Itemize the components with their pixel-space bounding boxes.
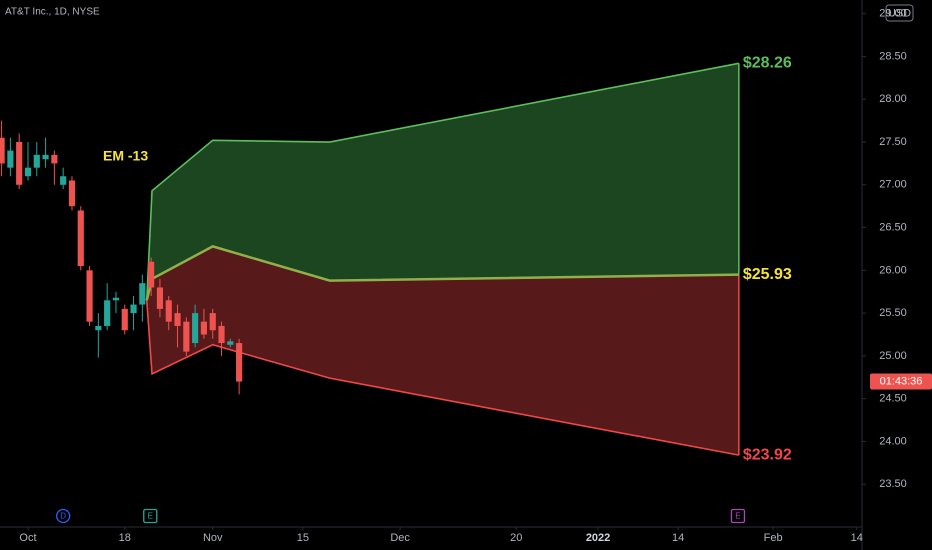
candle-body	[209, 313, 216, 331]
y-tick-label: 29.00	[879, 8, 907, 20]
x-tick-label: 14	[672, 532, 684, 544]
y-tick-label: 25.50	[879, 307, 907, 319]
candle-body	[183, 321, 190, 352]
x-tick-label: 20	[510, 532, 522, 544]
candle-body	[130, 304, 137, 314]
candle-body	[104, 300, 111, 326]
candle-body	[165, 300, 172, 322]
y-tick-label: 27.00	[879, 179, 907, 191]
price-tag-label: 01:43:36	[880, 375, 923, 387]
candle-body	[218, 325, 225, 344]
y-tick-label: 28.00	[879, 93, 907, 105]
candle-body	[156, 287, 164, 309]
currency[interactable]: USD	[888, 7, 911, 19]
y-tick-label: 24.50	[879, 393, 907, 405]
y-tick-label: 28.50	[879, 50, 907, 62]
candle-body	[24, 167, 32, 177]
candle-body	[60, 176, 67, 185]
x-tick-label: Nov	[203, 532, 223, 544]
x-tick-label: 14	[851, 532, 863, 544]
candle-body	[77, 210, 84, 267]
chart-title: AT&T Inc., 1D, NYSE	[5, 7, 100, 18]
candle-body	[148, 261, 155, 288]
candle-body	[174, 313, 181, 326]
x-tick-label: 18	[119, 532, 131, 544]
candle-body	[16, 142, 23, 185]
x-tick-label: Feb	[764, 532, 783, 544]
x-tick-label: Dec	[390, 532, 410, 544]
annotation: EM -13	[103, 148, 148, 164]
event-label: E	[735, 512, 740, 521]
candle-body	[95, 325, 102, 331]
candle-body	[192, 313, 199, 344]
candle-body	[33, 154, 40, 168]
band-area	[146, 246, 739, 456]
event-marker	[143, 508, 158, 524]
candle-body	[0, 137, 5, 164]
band-line	[145, 62, 739, 301]
price-tag	[870, 373, 932, 390]
candle-body	[139, 283, 146, 305]
candle-body	[121, 308, 128, 331]
event-label: D	[60, 512, 66, 521]
x-tick-label: Oct	[19, 532, 36, 544]
band-label: $28.26	[743, 55, 792, 72]
band-area	[146, 63, 739, 301]
y-tick-label: 24.00	[879, 435, 907, 447]
plot	[0, 62, 740, 456]
candle-body	[7, 150, 14, 168]
candle-body	[51, 154, 58, 164]
y-tick-label: 25.00	[879, 350, 907, 362]
y-tick-label: 23.50	[879, 478, 907, 490]
candle-body	[112, 297, 120, 301]
band-line	[145, 300, 739, 456]
event-label: E	[148, 512, 153, 521]
candle-body	[227, 341, 234, 345]
y-tick-label: 27.50	[879, 136, 907, 148]
candle-body	[68, 180, 76, 207]
y-tick-label: 26.00	[879, 264, 907, 276]
candle-body	[200, 321, 208, 335]
x-tick-label: 2022	[586, 532, 610, 544]
candle-body	[42, 154, 49, 160]
x-tick-label: 15	[297, 532, 309, 544]
band-label: $25.93	[743, 266, 792, 283]
y-tick-label: 26.50	[879, 221, 907, 233]
candle-body	[86, 270, 93, 322]
candle-body	[236, 343, 243, 382]
band-label: $23.92	[743, 446, 792, 463]
event-marker	[56, 508, 71, 524]
event-marker	[730, 508, 746, 524]
currency-box[interactable]	[885, 4, 914, 22]
